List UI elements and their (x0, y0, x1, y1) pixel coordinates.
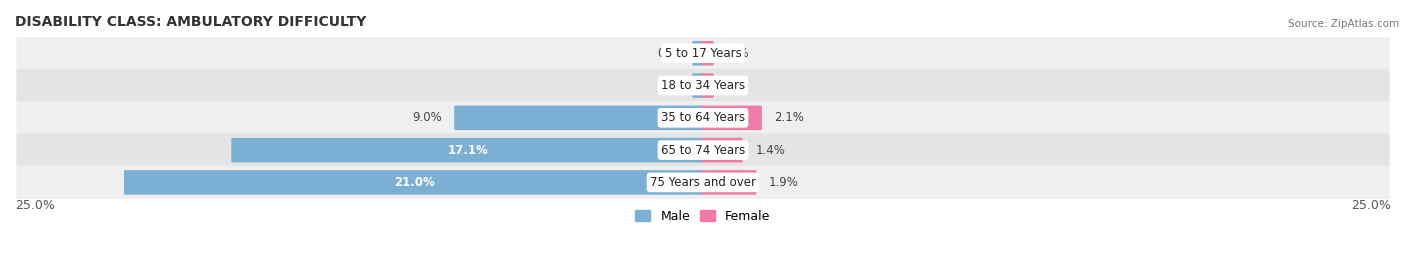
Text: 2.1%: 2.1% (775, 111, 804, 124)
FancyBboxPatch shape (702, 73, 714, 98)
Text: 0.0%: 0.0% (720, 47, 749, 60)
Text: 1.9%: 1.9% (769, 176, 799, 189)
FancyBboxPatch shape (702, 138, 742, 162)
Text: DISABILITY CLASS: AMBULATORY DIFFICULTY: DISABILITY CLASS: AMBULATORY DIFFICULTY (15, 15, 367, 29)
FancyBboxPatch shape (692, 73, 704, 98)
FancyBboxPatch shape (17, 101, 1389, 134)
Text: 0.0%: 0.0% (720, 79, 749, 92)
Text: 25.0%: 25.0% (1351, 199, 1391, 212)
FancyBboxPatch shape (17, 37, 1389, 70)
Text: 17.1%: 17.1% (447, 144, 488, 157)
Text: 0.0%: 0.0% (657, 47, 686, 60)
FancyBboxPatch shape (702, 105, 762, 130)
Text: 5 to 17 Years: 5 to 17 Years (665, 47, 741, 60)
Text: 18 to 34 Years: 18 to 34 Years (661, 79, 745, 92)
FancyBboxPatch shape (692, 41, 704, 66)
Text: 9.0%: 9.0% (412, 111, 441, 124)
Text: 21.0%: 21.0% (394, 176, 434, 189)
FancyBboxPatch shape (232, 138, 704, 162)
Text: 25.0%: 25.0% (15, 199, 55, 212)
Text: 35 to 64 Years: 35 to 64 Years (661, 111, 745, 124)
FancyBboxPatch shape (124, 170, 704, 195)
FancyBboxPatch shape (702, 41, 714, 66)
FancyBboxPatch shape (17, 166, 1389, 199)
FancyBboxPatch shape (702, 170, 756, 195)
FancyBboxPatch shape (17, 69, 1389, 102)
Text: 75 Years and over: 75 Years and over (650, 176, 756, 189)
Text: 65 to 74 Years: 65 to 74 Years (661, 144, 745, 157)
FancyBboxPatch shape (454, 105, 704, 130)
Text: 0.0%: 0.0% (657, 79, 686, 92)
Legend: Male, Female: Male, Female (630, 205, 776, 228)
Text: 1.4%: 1.4% (755, 144, 785, 157)
FancyBboxPatch shape (17, 133, 1389, 167)
Text: Source: ZipAtlas.com: Source: ZipAtlas.com (1288, 19, 1399, 29)
